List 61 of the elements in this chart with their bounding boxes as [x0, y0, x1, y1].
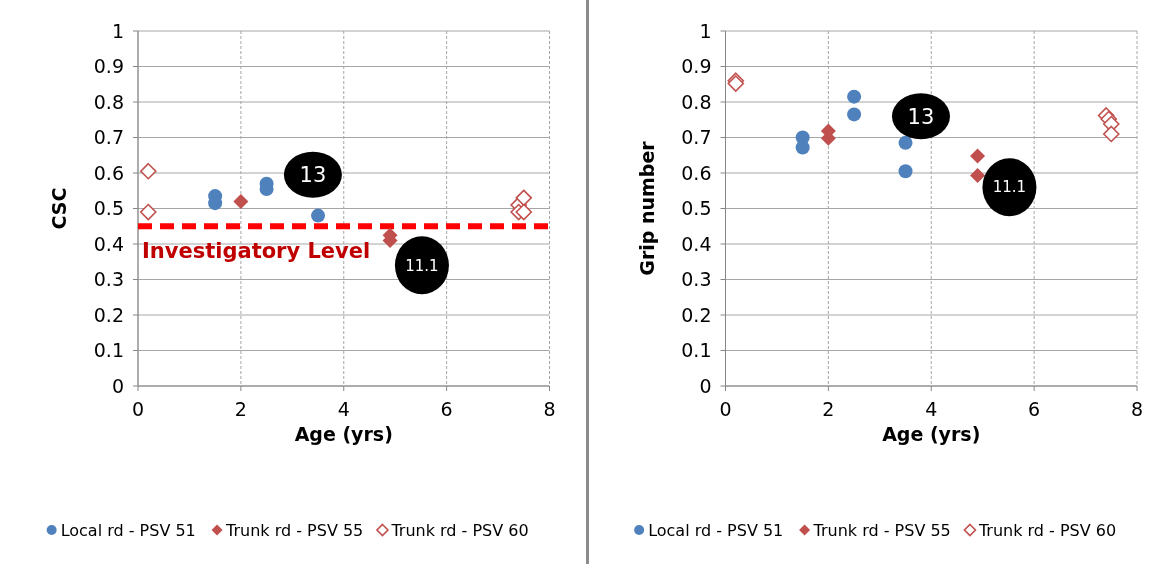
y-tick-label: 0.5	[681, 197, 712, 220]
point	[898, 164, 913, 179]
y-tick-label: 0.8	[93, 90, 124, 113]
annotation: 13	[299, 163, 327, 188]
legend-label: Trunk rd - PSV 55	[812, 520, 951, 540]
x-tick-label: 0	[131, 398, 145, 420]
point	[515, 189, 533, 207]
y-tick-label: 0.5	[93, 197, 124, 220]
legend-label: Local rd - PSV 51	[60, 520, 196, 540]
point	[795, 140, 810, 155]
x-tick-label: 8	[1130, 398, 1144, 420]
y-tick-label: 0.2	[681, 303, 712, 326]
y-tick-label: 0.1	[681, 339, 712, 362]
point	[1102, 125, 1120, 143]
x-tick-label: 6	[440, 398, 453, 420]
y-tick-label: 1	[111, 19, 124, 42]
y-tick-label: 0.6	[681, 161, 712, 184]
point	[847, 107, 862, 122]
point	[970, 167, 986, 183]
x-tick-label: 2	[822, 398, 835, 420]
y-axis-title: Grip number	[635, 140, 658, 276]
legend-label: Trunk rd - PSV 60	[977, 520, 1117, 540]
y-tick-label: 0.3	[93, 268, 124, 291]
y-tick-label: 0	[111, 374, 124, 397]
x-tick-label: 2	[234, 398, 247, 420]
y-tick-label: 0.7	[681, 126, 712, 149]
x-tick-label: 4	[925, 398, 938, 420]
point	[139, 203, 157, 221]
y-tick-label: 0.8	[681, 90, 712, 113]
x-tick-label: 4	[337, 398, 350, 420]
x-tick-label: 0	[719, 398, 732, 420]
y-tick-label: 0.4	[93, 232, 124, 255]
x-axis-title: Age (yrs)	[294, 423, 393, 445]
annotation: 11.1	[405, 256, 439, 275]
x-axis-title: Age (yrs)	[882, 423, 981, 445]
point	[898, 135, 913, 150]
y-tick-label: 0.3	[681, 268, 712, 291]
y-tick-label: 0.6	[93, 161, 124, 184]
point	[515, 203, 533, 221]
y-tick-label: 0.7	[93, 126, 124, 149]
y-axis-title: CSC	[48, 187, 70, 230]
point	[233, 193, 249, 209]
point	[970, 148, 986, 164]
ref-line-label: Investigatory Level	[142, 239, 371, 264]
legend-label: Local rd - PSV 51	[648, 520, 784, 540]
y-tick-label: 0.4	[681, 232, 712, 255]
annotation: 13	[907, 104, 935, 129]
y-tick-label: 1	[699, 19, 712, 42]
x-tick-label: 8	[543, 398, 556, 420]
y-tick-label: 0.9	[93, 55, 124, 78]
y-tick-label: 0.1	[93, 339, 124, 362]
x-tick-label: 6	[1028, 398, 1041, 420]
annotation: 11.1	[992, 178, 1027, 197]
point	[139, 162, 157, 180]
y-tick-label: 0.2	[93, 303, 124, 326]
point	[311, 208, 326, 223]
y-tick-label: 0.9	[681, 55, 712, 78]
point	[847, 89, 862, 104]
legend-label: Trunk rd - PSV 55	[225, 520, 364, 540]
y-tick-label: 0	[699, 374, 712, 397]
legend-label: Trunk rd - PSV 60	[390, 520, 529, 540]
